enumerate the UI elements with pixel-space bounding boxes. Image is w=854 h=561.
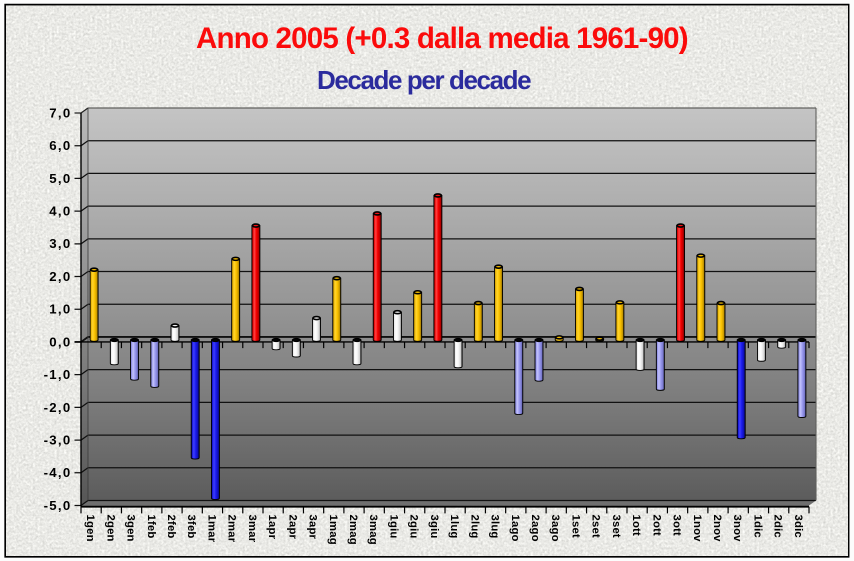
svg-text:3gen: 3gen	[125, 515, 137, 542]
svg-text:-3,0: -3,0	[44, 432, 72, 447]
svg-text:2giu: 2giu	[408, 515, 420, 539]
svg-text:7,0: 7,0	[49, 105, 71, 120]
svg-text:2feb: 2feb	[165, 515, 177, 539]
svg-text:3giu: 3giu	[428, 515, 440, 539]
svg-text:-4,0: -4,0	[44, 465, 72, 480]
svg-text:1lug: 1lug	[448, 515, 460, 539]
svg-text:1gen: 1gen	[84, 515, 96, 542]
svg-text:1mar: 1mar	[205, 515, 217, 543]
svg-text:1ott: 1ott	[630, 515, 642, 537]
svg-text:-1,0: -1,0	[44, 367, 72, 382]
svg-text:-2,0: -2,0	[44, 400, 72, 415]
svg-text:0,0: 0,0	[49, 334, 71, 349]
svg-text:4,0: 4,0	[49, 204, 71, 219]
svg-text:1feb: 1feb	[145, 515, 157, 539]
svg-text:-5,0: -5,0	[44, 498, 72, 513]
svg-text:2set: 2set	[590, 515, 602, 538]
svg-text:3ott: 3ott	[671, 515, 683, 537]
svg-text:2lug: 2lug	[468, 515, 480, 539]
svg-text:2,0: 2,0	[49, 269, 71, 284]
svg-text:1,0: 1,0	[49, 302, 71, 317]
svg-text:1giu: 1giu	[387, 515, 399, 539]
svg-text:5,0: 5,0	[49, 171, 71, 186]
svg-text:3set: 3set	[610, 515, 622, 538]
svg-text:2mag: 2mag	[347, 515, 359, 545]
svg-text:3apr: 3apr	[307, 515, 319, 540]
svg-text:3nov: 3nov	[731, 515, 743, 543]
svg-text:2mar: 2mar	[226, 515, 238, 543]
svg-text:3mar: 3mar	[246, 515, 258, 543]
svg-text:1dic: 1dic	[751, 515, 763, 538]
svg-text:2apr: 2apr	[286, 515, 298, 540]
svg-text:1nov: 1nov	[691, 515, 703, 543]
svg-text:3,0: 3,0	[49, 236, 71, 251]
svg-text:3feb: 3feb	[185, 515, 197, 539]
svg-text:2gen: 2gen	[104, 515, 116, 542]
svg-text:3ago: 3ago	[549, 515, 561, 542]
svg-text:6,0: 6,0	[49, 138, 71, 153]
svg-text:3mag: 3mag	[367, 515, 379, 545]
svg-text:2dic: 2dic	[772, 515, 784, 538]
svg-text:1apr: 1apr	[266, 515, 278, 540]
svg-text:3dic: 3dic	[792, 515, 804, 538]
svg-text:1ago: 1ago	[509, 515, 521, 542]
svg-text:2ott: 2ott	[650, 515, 662, 537]
svg-text:2nov: 2nov	[711, 515, 723, 543]
svg-text:1mag: 1mag	[327, 515, 339, 545]
svg-text:1set: 1set	[569, 515, 581, 538]
svg-text:3lug: 3lug	[489, 515, 501, 539]
svg-text:2ago: 2ago	[529, 515, 541, 542]
